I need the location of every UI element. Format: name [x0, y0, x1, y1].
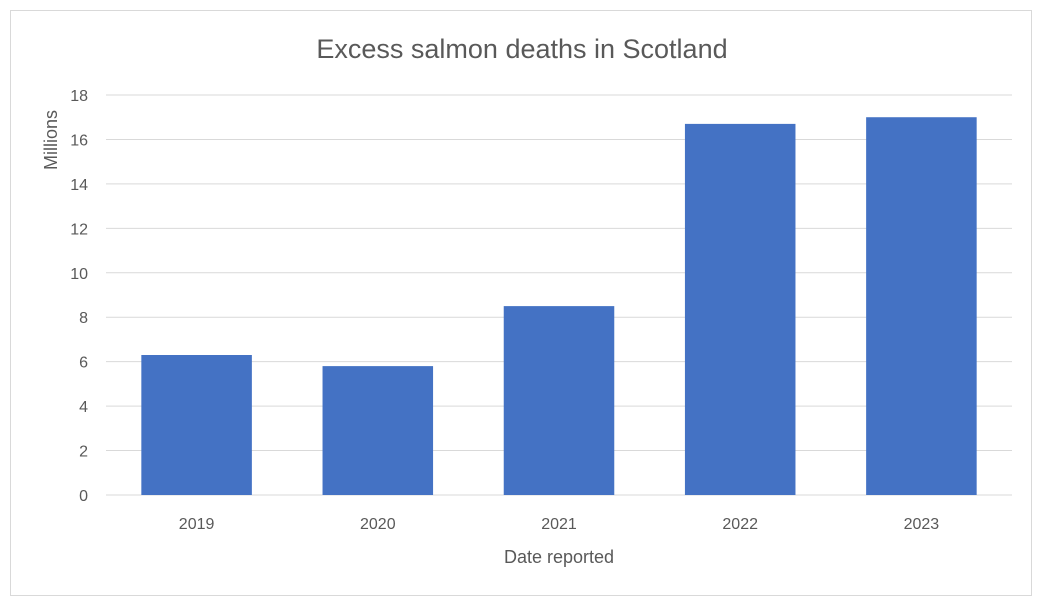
y-tick-label: 2 [79, 444, 88, 461]
x-tick-label: 2023 [904, 516, 940, 533]
x-tick-label: 2019 [179, 516, 215, 533]
y-tick-label: 14 [70, 177, 88, 194]
y-tick-labels: 0 2 4 6 8 10 12 14 16 18 [70, 88, 88, 505]
bars [141, 117, 977, 495]
y-axis-title: Millions [41, 110, 61, 170]
bar-2020 [322, 366, 434, 495]
chart-title: Excess salmon deaths in Scotland [316, 34, 727, 64]
x-tick-label: 2020 [360, 516, 396, 533]
y-tick-label: 12 [70, 221, 88, 238]
y-tick-label: 0 [79, 488, 88, 505]
x-axis-title: Date reported [504, 547, 614, 567]
y-tick-label: 18 [70, 88, 88, 105]
x-tick-labels: 2019 2020 2021 2022 2023 [179, 516, 939, 533]
x-tick-label: 2022 [722, 516, 758, 533]
x-tick-label: 2021 [541, 516, 577, 533]
bar-2023 [866, 117, 977, 495]
bar-2019 [141, 355, 252, 495]
bar-2021 [503, 306, 615, 495]
chart-frame [10, 10, 1032, 596]
y-tick-label: 10 [70, 266, 88, 283]
gridlines [106, 94, 1012, 496]
y-tick-label: 4 [79, 399, 88, 416]
bar-2022 [684, 123, 796, 495]
y-tick-label: 6 [79, 355, 88, 372]
y-tick-label: 16 [70, 132, 88, 149]
y-tick-label: 8 [79, 310, 88, 327]
